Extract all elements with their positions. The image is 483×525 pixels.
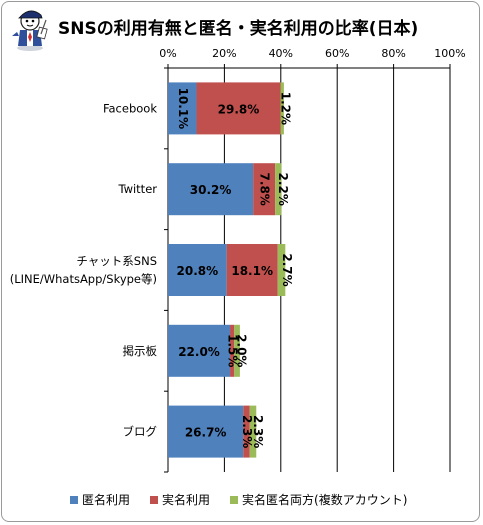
legend-label-real-name: 実名利用 (162, 493, 211, 507)
category-label: Twitter (117, 182, 157, 196)
bar-anonymous (168, 82, 197, 135)
data-label: 20.8% (177, 264, 219, 278)
category-label: 掲示板 (123, 344, 158, 358)
x-tick-label: 60% (325, 47, 349, 60)
legend-item-anonymous: 匿名利用 (70, 491, 130, 508)
bar-both (249, 405, 257, 458)
legend-swatch-both (230, 495, 239, 504)
bar-anonymous (168, 405, 244, 458)
bar-real-name (243, 405, 250, 458)
bar-real-name (230, 324, 235, 377)
bar-anonymous (168, 244, 227, 296)
bar-both (234, 324, 240, 377)
data-label: 29.8% (218, 102, 260, 116)
bar-real-name (253, 163, 276, 216)
legend-swatch-real-name (150, 495, 159, 504)
bar-both (275, 163, 282, 216)
legend-label-both: 実名匿名両方(複数アカウント) (242, 493, 408, 507)
data-label: 2.0% (234, 334, 248, 367)
chart-title: SNSの利用有無と匿名・実名利用の比率(日本) (58, 19, 419, 39)
bar-both (277, 244, 286, 296)
chart-legend: 匿名利用 実名利用 実名匿名両方(複数アカウント) (70, 491, 427, 508)
legend-item-both: 実名匿名両方(複数アカウント) (230, 491, 407, 508)
category-label: (LINE/WhatsApp/Skype等) (10, 272, 157, 286)
data-label: 30.2% (190, 183, 232, 197)
data-label: 18.1% (231, 264, 273, 278)
category-label: Facebook (103, 101, 157, 115)
legend-label-anonymous: 匿名利用 (82, 493, 131, 507)
data-label: 2.3% (240, 415, 254, 448)
x-tick-label: 20% (212, 47, 236, 60)
data-label: 2.7% (280, 253, 294, 286)
category-label: ブログ (123, 425, 158, 439)
data-label: 26.7% (185, 426, 227, 440)
x-tick-label: 100% (434, 47, 465, 60)
data-label: 10.1% (176, 88, 190, 130)
data-label: 7.8% (258, 173, 272, 206)
bar-anonymous (168, 324, 231, 377)
data-label: 2.3% (251, 415, 265, 448)
bar-both (280, 82, 284, 135)
data-label: 1.5% (226, 334, 240, 367)
x-tick-label: 40% (269, 47, 293, 60)
bar-anonymous (168, 163, 254, 216)
legend-item-real-name: 実名利用 (150, 491, 210, 508)
data-label: 2.2% (276, 173, 290, 206)
legend-swatch-anonymous (70, 495, 78, 504)
data-label: 1.2% (278, 92, 292, 125)
bar-real-name (196, 82, 281, 135)
reporter-mascot-icon (12, 10, 48, 51)
bar-real-name (226, 244, 278, 296)
category-label: チャット系SNS (76, 254, 157, 268)
x-tick-label: 80% (381, 47, 405, 60)
data-label: 22.0% (178, 345, 220, 359)
x-tick-label: 0% (159, 47, 176, 60)
